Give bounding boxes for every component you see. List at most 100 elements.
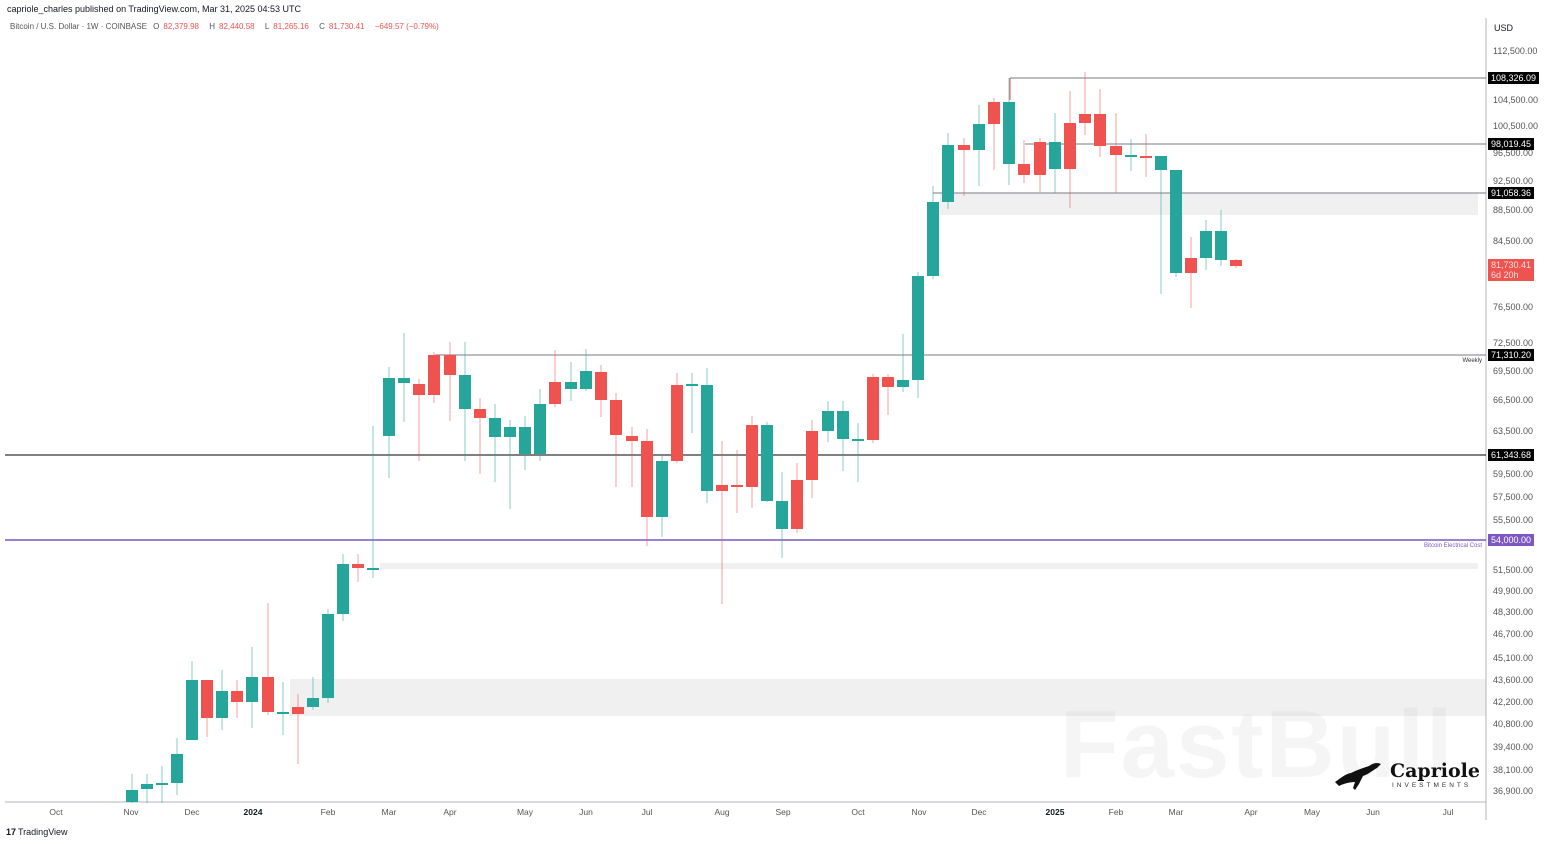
candle-body[interactable]	[1049, 142, 1061, 169]
candle-body[interactable]	[973, 124, 985, 150]
candle-body[interactable]	[897, 380, 909, 387]
time-tick: Dec	[184, 807, 200, 817]
candle-body[interactable]	[534, 404, 546, 454]
candle-body[interactable]	[231, 691, 243, 702]
level-note: Weekly	[1462, 358, 1482, 364]
price-tick: 38,100.00	[1493, 765, 1534, 775]
candle-body[interactable]	[322, 614, 334, 698]
candle-body[interactable]	[246, 677, 258, 702]
candle-body[interactable]	[776, 501, 788, 529]
time-tick: 2024	[243, 807, 263, 817]
candle-body[interactable]	[1215, 231, 1227, 260]
open-value: 82,379.98	[163, 22, 199, 31]
candle-body[interactable]	[413, 384, 425, 395]
candle-body[interactable]	[1079, 114, 1091, 123]
candle-body[interactable]	[171, 754, 183, 783]
candle-body[interactable]	[595, 372, 607, 400]
candle-body[interactable]	[626, 436, 638, 441]
time-tick: Mar	[1168, 807, 1184, 817]
candle-body[interactable]	[262, 677, 274, 712]
candle-body[interactable]	[398, 378, 410, 383]
candle-body[interactable]	[277, 712, 289, 714]
candle-body[interactable]	[822, 411, 834, 431]
candle-body[interactable]	[1155, 156, 1167, 170]
candle-body[interactable]	[686, 384, 698, 386]
candle-body[interactable]	[867, 377, 879, 440]
change-value: −649.57 (−0.79%)	[374, 22, 439, 31]
candle-body[interactable]	[988, 102, 1000, 124]
candle-body[interactable]	[1200, 231, 1212, 258]
candle-body[interactable]	[352, 564, 364, 568]
candle-body[interactable]	[1034, 142, 1046, 175]
time-tick: Aug	[714, 807, 730, 817]
candle-body[interactable]	[1170, 170, 1182, 273]
candle-body[interactable]	[126, 790, 138, 802]
candle-body[interactable]	[731, 485, 743, 487]
candle-body[interactable]	[610, 400, 622, 435]
candle-body[interactable]	[459, 375, 471, 409]
candle-body[interactable]	[806, 431, 818, 480]
price-tick: 72,500.00	[1493, 338, 1534, 348]
candle-body[interactable]	[519, 427, 531, 454]
candle-body[interactable]	[958, 145, 970, 150]
time-tick: Jun	[579, 807, 593, 817]
candle-body[interactable]	[1140, 156, 1152, 158]
candle-body[interactable]	[1064, 123, 1076, 169]
currency-label[interactable]: USD	[1494, 23, 1514, 33]
price-tick: 63,500.00	[1493, 426, 1534, 436]
close-value: 81,730.41	[328, 22, 365, 31]
candle-body[interactable]	[292, 707, 304, 714]
candle-body[interactable]	[549, 382, 561, 404]
candle-body[interactable]	[927, 202, 939, 276]
candle-body[interactable]	[882, 377, 894, 387]
candle-body[interactable]	[1185, 258, 1197, 273]
symbol-title[interactable]: Bitcoin / U.S. Dollar · 1W · COINBASE	[10, 22, 147, 31]
publisher-line: capriole_charles published on TradingVie…	[7, 4, 302, 14]
candle-body[interactable]	[307, 698, 319, 707]
time-tick: Dec	[971, 807, 987, 817]
candle-body[interactable]	[504, 427, 516, 437]
candle-body[interactable]	[565, 382, 577, 389]
candle-body[interactable]	[216, 691, 228, 718]
candle-body[interactable]	[474, 409, 486, 418]
candle-body[interactable]	[1018, 164, 1030, 175]
candle-body[interactable]	[201, 680, 213, 718]
candle-body[interactable]	[716, 485, 728, 491]
candle-body[interactable]	[761, 425, 773, 501]
candle-body[interactable]	[186, 680, 198, 740]
candle-body[interactable]	[912, 276, 924, 380]
level-price-tag: 98,019.45	[1488, 138, 1535, 150]
candle-body[interactable]	[428, 355, 440, 395]
candle-body[interactable]	[791, 480, 803, 529]
candle-body[interactable]	[489, 418, 501, 437]
candle-body[interactable]	[1094, 114, 1106, 146]
price-tick: 57,500.00	[1493, 492, 1534, 502]
candle-body[interactable]	[1110, 146, 1122, 155]
candle-body[interactable]	[671, 385, 683, 461]
candle-body[interactable]	[942, 145, 954, 202]
price-tick: 40,800.00	[1493, 719, 1534, 729]
price-tick: 49,900.00	[1493, 586, 1534, 596]
tradingview-logo[interactable]: 17 TradingView	[6, 827, 68, 837]
candle-body[interactable]	[656, 461, 668, 517]
price-tick: 104,500.00	[1493, 95, 1539, 105]
candle-body[interactable]	[852, 439, 864, 441]
candle-body[interactable]	[837, 411, 849, 439]
candle-body[interactable]	[1003, 102, 1015, 164]
candle-body[interactable]	[746, 425, 758, 487]
candle-body[interactable]	[383, 378, 395, 436]
candle-body[interactable]	[641, 441, 653, 517]
candle-body[interactable]	[367, 568, 379, 570]
candle-body[interactable]	[444, 355, 456, 375]
candle-body[interactable]	[156, 783, 168, 785]
candle-body[interactable]	[701, 385, 713, 491]
candle-body[interactable]	[580, 371, 592, 389]
candle-body[interactable]	[1230, 260, 1242, 266]
candle-body[interactable]	[337, 564, 349, 614]
candle-body[interactable]	[1125, 155, 1137, 157]
level-price-tag: 71,310.20	[1488, 349, 1535, 361]
candle-body[interactable]	[141, 784, 153, 789]
time-tick: Oct	[49, 807, 63, 817]
